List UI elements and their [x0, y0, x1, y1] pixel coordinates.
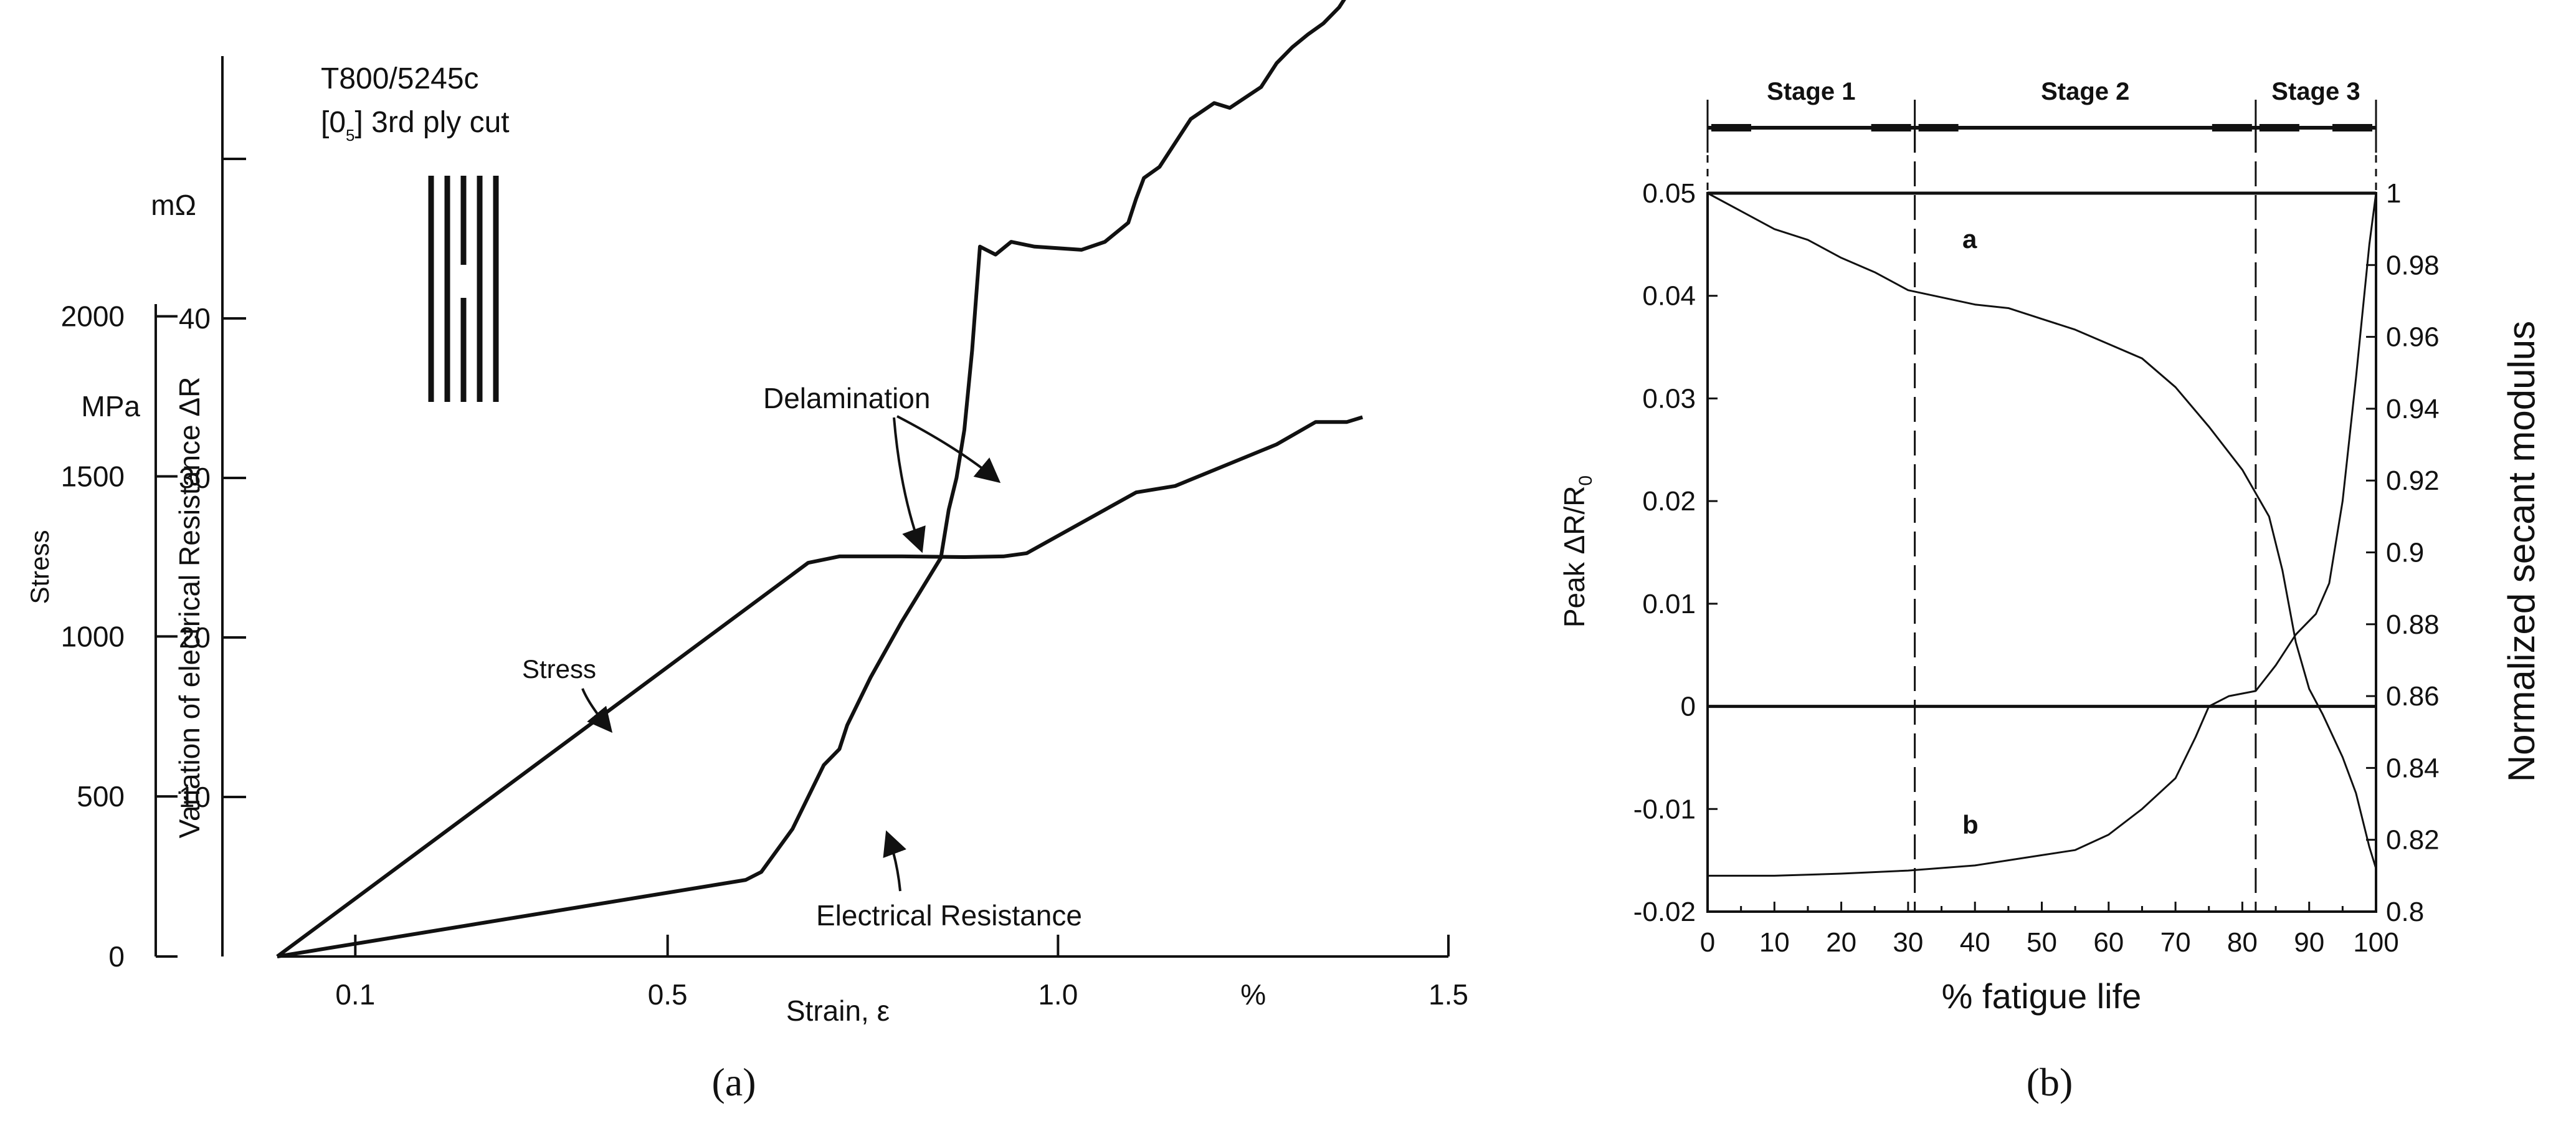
panel-b-x-tick-label: 30 [1893, 927, 1923, 958]
curve-b-peak-resistance [1708, 193, 2377, 877]
panel-b-x-tick-label: 60 [2093, 927, 2124, 958]
panel-b-x-tick-label: 100 [2353, 927, 2398, 958]
panel-a-resistance-tick-label: 30 [179, 462, 211, 494]
panel-a-layup-suffix: ] 3rd ply cut [355, 106, 510, 139]
curve-a-secant-modulus [1707, 192, 2377, 869]
panel-a-layup-prefix: [0 [321, 106, 346, 139]
panel-b-x-tick-label: 70 [2160, 927, 2191, 958]
panel-a-x-tick-label: % [1240, 978, 1266, 1011]
stress-curve [276, 415, 1364, 958]
curve-a-label: a [1962, 224, 1977, 254]
panel-a-stress-tick-label: 0 [108, 940, 125, 973]
panel-b-right-tick-label: 0.96 [2386, 322, 2440, 353]
panel-a-resistance-tick-label: 20 [179, 621, 211, 654]
panel-b-left-tick-label: 0.03 [1642, 383, 1696, 414]
panel-a-resistance-tick-label: 10 [179, 781, 211, 813]
panel-b-right-tick-label: 0.82 [2386, 825, 2440, 856]
panel-a-stress-tick-label: 500 [77, 780, 125, 813]
panel-b-left-tick-label: 0.01 [1642, 589, 1696, 619]
panel-b-left-tick-label: 0 [1681, 692, 1696, 722]
stress-annotation-label: Stress [522, 654, 596, 684]
panel-b-right-tick-label: 0.88 [2386, 609, 2440, 640]
panel-b-left-axis-main: Peak ΔR/R [1558, 486, 1590, 628]
panel-a-stress-unit-label: MPa [81, 390, 140, 422]
curve-b-label: b [1962, 810, 1979, 839]
panel-a-resistance-tick-label: 40 [179, 302, 211, 335]
panel-a-x-tick-label: 1.5 [1428, 978, 1468, 1011]
stage-header: Stage 1 Stage 2 Stage 3 [1706, 78, 2377, 153]
delamination-arrow-stress [893, 417, 926, 553]
panel-b-right-tick-label: 0.98 [2386, 250, 2440, 280]
panel-a-resistance-unit-label: mΩ [151, 189, 196, 221]
panel-b-x-tick-label: 50 [2027, 927, 2057, 958]
panel-a-layup-subscript: 5 [346, 126, 354, 145]
panel-b-x-tick-label: 40 [1960, 927, 1990, 958]
panel-b-right-tick-label: 0.9 [2386, 538, 2424, 568]
panel-a-layup-label: [05] 3rd ply cut [321, 106, 510, 145]
stage-label: Stage 3 [2271, 78, 2360, 105]
electrical-resistance-annotation-arrow [883, 830, 906, 892]
panel-b-chart: Stage 1 Stage 2 Stage 3 0 10 20 30 40 50 60 70 80 9… [1558, 78, 2542, 1104]
panel-a-x-tick-label: 0.5 [648, 978, 688, 1011]
stress-annotation-arrow [581, 688, 613, 733]
panel-b-right-tick-label: 0.84 [2386, 753, 2440, 783]
panel-a-specimen-label: T800/5245c [321, 62, 479, 95]
panel-b-x-tick-label: 10 [1759, 927, 1790, 958]
panel-b-left-tick-label: 0.02 [1642, 486, 1696, 517]
panel-a-stress-axis-title: Stress [25, 530, 54, 604]
panel-b-x-tick-label: 0 [1700, 927, 1715, 958]
panel-a-x-tick-label: 1.0 [1038, 978, 1078, 1011]
panel-b-x-axis-title: % fatigue life [1942, 976, 2142, 1016]
panel-b-x-tick-label: 20 [1826, 927, 1856, 958]
stage-label: Stage 2 [2041, 78, 2129, 105]
panel-b-right-axis-title: Normalized secant modulus [2501, 321, 2542, 782]
panel-b-x-tick-label: 90 [2294, 927, 2324, 958]
panel-a-label: (a) [711, 1060, 756, 1104]
panel-b-left-tick-label: -0.01 [1633, 794, 1696, 824]
panel-a-stress-tick-label: 2000 [61, 300, 125, 333]
panel-b-right-tick-label: 0.94 [2386, 394, 2440, 424]
panel-b-left-axis-title: Peak ΔR/R0 [1558, 475, 1596, 627]
panel-b-right-tick-label: 1 [2386, 178, 2401, 209]
panel-a-x-axis-title: Strain, ε [786, 995, 890, 1027]
panel-b-left-tick-label: 0.04 [1642, 281, 1696, 312]
panel-b-right-tick-label: 0.92 [2386, 465, 2440, 496]
panel-a-stress-tick-label: 1000 [61, 620, 125, 652]
panel-b-right-tick-label: 0.86 [2386, 681, 2440, 712]
panel-a-stress-tick-label: 1500 [61, 460, 125, 493]
ply-cut-schematic-icon [428, 176, 499, 402]
panel-b-left-tick-label: -0.02 [1633, 897, 1696, 927]
panel-b-label: (b) [2027, 1060, 2073, 1104]
panel-b-plot-frame [1706, 192, 2377, 913]
electrical-resistance-annotation-label: Electrical Resistance [816, 899, 1082, 932]
panel-b-left-axis-subscript: 0 [1576, 475, 1596, 486]
panel-a-resistance-axis-title: Variation of electrical Resistance ΔR [173, 377, 206, 839]
delamination-annotation-label: Delamination [763, 382, 930, 414]
delamination-arrow-resistance [896, 415, 1001, 484]
panel-b-left-tick-label: 0.05 [1642, 178, 1696, 209]
panel-b-right-tick-label: 0.8 [2386, 897, 2424, 927]
panel-b-x-tick-label: 80 [2227, 927, 2258, 958]
stage-label: Stage 1 [1767, 78, 1855, 105]
panel-a-x-tick-label: 0.1 [335, 978, 375, 1011]
electrical-resistance-curve [277, 0, 1346, 958]
